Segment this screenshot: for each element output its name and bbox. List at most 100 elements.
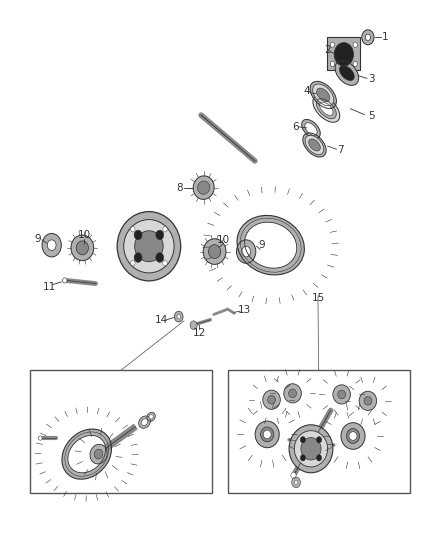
Ellipse shape — [135, 231, 163, 262]
Text: 13: 13 — [238, 305, 251, 315]
Circle shape — [163, 227, 167, 232]
Ellipse shape — [333, 385, 350, 404]
Ellipse shape — [255, 421, 279, 448]
Text: 6: 6 — [292, 122, 299, 132]
Ellipse shape — [76, 241, 88, 255]
Text: 4: 4 — [303, 86, 310, 95]
Circle shape — [156, 253, 164, 262]
Text: 2: 2 — [324, 45, 331, 55]
Circle shape — [330, 61, 335, 67]
Ellipse shape — [141, 419, 148, 425]
Ellipse shape — [313, 95, 340, 122]
Ellipse shape — [263, 430, 271, 439]
Ellipse shape — [305, 135, 324, 155]
Circle shape — [39, 436, 42, 440]
Ellipse shape — [117, 212, 180, 281]
Circle shape — [42, 233, 61, 257]
Ellipse shape — [335, 61, 359, 85]
Ellipse shape — [268, 395, 276, 404]
Circle shape — [63, 278, 67, 283]
Text: 7: 7 — [337, 146, 344, 155]
Ellipse shape — [244, 222, 297, 268]
Ellipse shape — [289, 425, 333, 473]
FancyBboxPatch shape — [327, 37, 360, 70]
Circle shape — [365, 34, 371, 41]
Text: 12: 12 — [193, 328, 206, 338]
Circle shape — [291, 472, 296, 479]
Text: 5: 5 — [368, 111, 375, 121]
Ellipse shape — [338, 390, 346, 399]
Circle shape — [177, 314, 180, 319]
Ellipse shape — [294, 431, 328, 467]
Ellipse shape — [208, 245, 221, 259]
Ellipse shape — [193, 176, 214, 199]
Ellipse shape — [68, 435, 106, 473]
Circle shape — [334, 43, 353, 66]
Circle shape — [294, 480, 298, 484]
Text: 10: 10 — [78, 230, 91, 239]
Ellipse shape — [263, 390, 280, 409]
Ellipse shape — [309, 139, 320, 151]
Circle shape — [330, 42, 335, 47]
Text: 14: 14 — [155, 315, 168, 325]
FancyBboxPatch shape — [228, 370, 410, 493]
Ellipse shape — [237, 215, 304, 275]
Text: 3: 3 — [368, 74, 375, 84]
Ellipse shape — [320, 102, 333, 115]
Ellipse shape — [261, 427, 274, 442]
Text: 9: 9 — [258, 240, 265, 250]
Ellipse shape — [339, 66, 354, 80]
Ellipse shape — [149, 415, 153, 419]
Text: 11: 11 — [42, 282, 56, 292]
Circle shape — [174, 311, 183, 322]
Circle shape — [292, 477, 300, 488]
Ellipse shape — [313, 84, 334, 106]
Ellipse shape — [346, 429, 360, 443]
Ellipse shape — [310, 82, 336, 108]
Ellipse shape — [317, 88, 330, 102]
Text: 15: 15 — [311, 294, 325, 303]
Circle shape — [47, 240, 56, 251]
Circle shape — [353, 61, 357, 67]
Circle shape — [300, 437, 306, 443]
Text: 8: 8 — [176, 183, 183, 192]
Ellipse shape — [303, 133, 326, 157]
Ellipse shape — [302, 119, 320, 139]
Circle shape — [316, 455, 321, 461]
Circle shape — [353, 42, 357, 47]
Text: 9: 9 — [34, 234, 41, 244]
Ellipse shape — [138, 416, 151, 429]
Circle shape — [242, 246, 251, 257]
Ellipse shape — [289, 389, 297, 398]
Ellipse shape — [284, 384, 301, 403]
Circle shape — [163, 261, 167, 266]
Ellipse shape — [94, 449, 103, 459]
Circle shape — [190, 321, 197, 329]
Ellipse shape — [359, 391, 377, 410]
Ellipse shape — [198, 181, 210, 195]
Ellipse shape — [305, 123, 317, 135]
Text: 10: 10 — [217, 235, 230, 245]
Ellipse shape — [349, 432, 357, 440]
Ellipse shape — [341, 423, 365, 449]
Ellipse shape — [90, 445, 107, 464]
Circle shape — [316, 437, 321, 443]
Text: 1: 1 — [382, 33, 389, 42]
Circle shape — [131, 261, 135, 266]
Circle shape — [156, 230, 164, 240]
Ellipse shape — [147, 413, 155, 421]
Ellipse shape — [124, 220, 174, 273]
Ellipse shape — [301, 438, 321, 460]
FancyBboxPatch shape — [30, 370, 212, 493]
Ellipse shape — [203, 239, 226, 264]
Ellipse shape — [62, 429, 112, 479]
Circle shape — [131, 227, 135, 232]
Ellipse shape — [364, 397, 372, 405]
Circle shape — [134, 230, 142, 240]
Circle shape — [134, 253, 142, 262]
Circle shape — [362, 30, 374, 45]
Circle shape — [300, 455, 306, 461]
Circle shape — [237, 240, 256, 263]
Ellipse shape — [316, 99, 336, 119]
Ellipse shape — [71, 235, 94, 261]
